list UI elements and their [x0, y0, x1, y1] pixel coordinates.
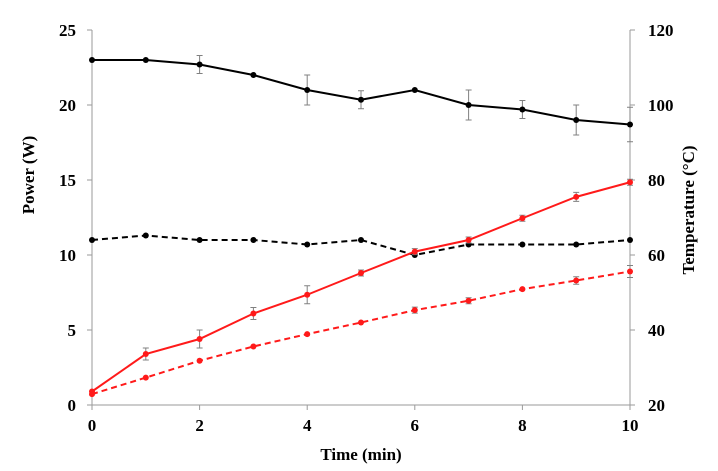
- data-point: [304, 241, 311, 248]
- data-point: [573, 241, 580, 248]
- data-point: [358, 237, 364, 243]
- data-point: [196, 61, 203, 68]
- series-4: [89, 265, 633, 398]
- data-point: [411, 87, 418, 93]
- series-2: [89, 232, 633, 258]
- series-4-line: [91, 270, 631, 396]
- data-point: [358, 270, 364, 276]
- data-point: [89, 391, 95, 398]
- series-2-line: [91, 234, 631, 257]
- series-3: [89, 178, 633, 395]
- data-point: [304, 331, 311, 338]
- data-point: [250, 237, 257, 243]
- data-point: [196, 357, 203, 364]
- x-tick-label: 4: [303, 416, 312, 435]
- x-tick-label: 10: [622, 416, 639, 435]
- y-tick-label: 25: [59, 21, 76, 40]
- series-layer: [89, 55, 633, 398]
- data-point: [573, 277, 580, 284]
- y2-axis-title: Temperature (°C): [679, 145, 698, 274]
- data-point: [465, 237, 472, 243]
- y2-tick-label: 120: [648, 21, 674, 40]
- data-point: [196, 237, 203, 243]
- data-point: [519, 106, 526, 113]
- x-tick-label: 0: [88, 416, 97, 435]
- data-point: [358, 96, 364, 103]
- y-tick-label: 10: [59, 246, 76, 265]
- data-point: [627, 121, 633, 128]
- data-point: [196, 336, 203, 342]
- data-point: [627, 179, 633, 186]
- data-point: [465, 297, 472, 304]
- data-point: [250, 343, 257, 350]
- data-point: [465, 102, 472, 108]
- data-point: [250, 72, 257, 78]
- data-point: [250, 310, 257, 317]
- data-point: [573, 193, 580, 200]
- x-axis-title: Time (min): [320, 445, 401, 464]
- data-point: [304, 87, 311, 93]
- data-point: [142, 232, 149, 239]
- data-point: [358, 319, 364, 326]
- y-tick-label: 5: [68, 321, 77, 340]
- data-point: [142, 374, 149, 381]
- y2-tick-label: 20: [648, 396, 665, 415]
- x-tick-label: 6: [411, 416, 420, 435]
- y-tick-label: 20: [59, 96, 76, 115]
- data-point: [89, 57, 95, 63]
- series-3-line: [91, 181, 631, 393]
- data-point: [519, 215, 526, 222]
- data-point: [304, 291, 311, 298]
- data-point: [411, 307, 418, 314]
- data-point: [627, 237, 633, 243]
- y2-tick-label: 60: [648, 246, 665, 265]
- y2-tick-label: 40: [648, 321, 665, 340]
- y-axis-title: Power (W): [19, 136, 38, 215]
- data-point: [89, 237, 95, 243]
- data-point: [142, 351, 149, 357]
- data-point: [411, 248, 418, 255]
- y2-tick-label: 80: [648, 171, 665, 190]
- data-point: [519, 241, 526, 248]
- y-tick-label: 0: [68, 396, 77, 415]
- y2-tick-label: 100: [648, 96, 674, 115]
- data-point: [627, 268, 633, 275]
- data-point: [142, 57, 149, 63]
- x-tick-label: 8: [518, 416, 527, 435]
- data-point: [573, 117, 580, 123]
- y-tick-label: 15: [59, 171, 76, 190]
- x-tick-label: 2: [195, 416, 204, 435]
- data-point: [519, 286, 526, 293]
- series-1: [89, 55, 633, 143]
